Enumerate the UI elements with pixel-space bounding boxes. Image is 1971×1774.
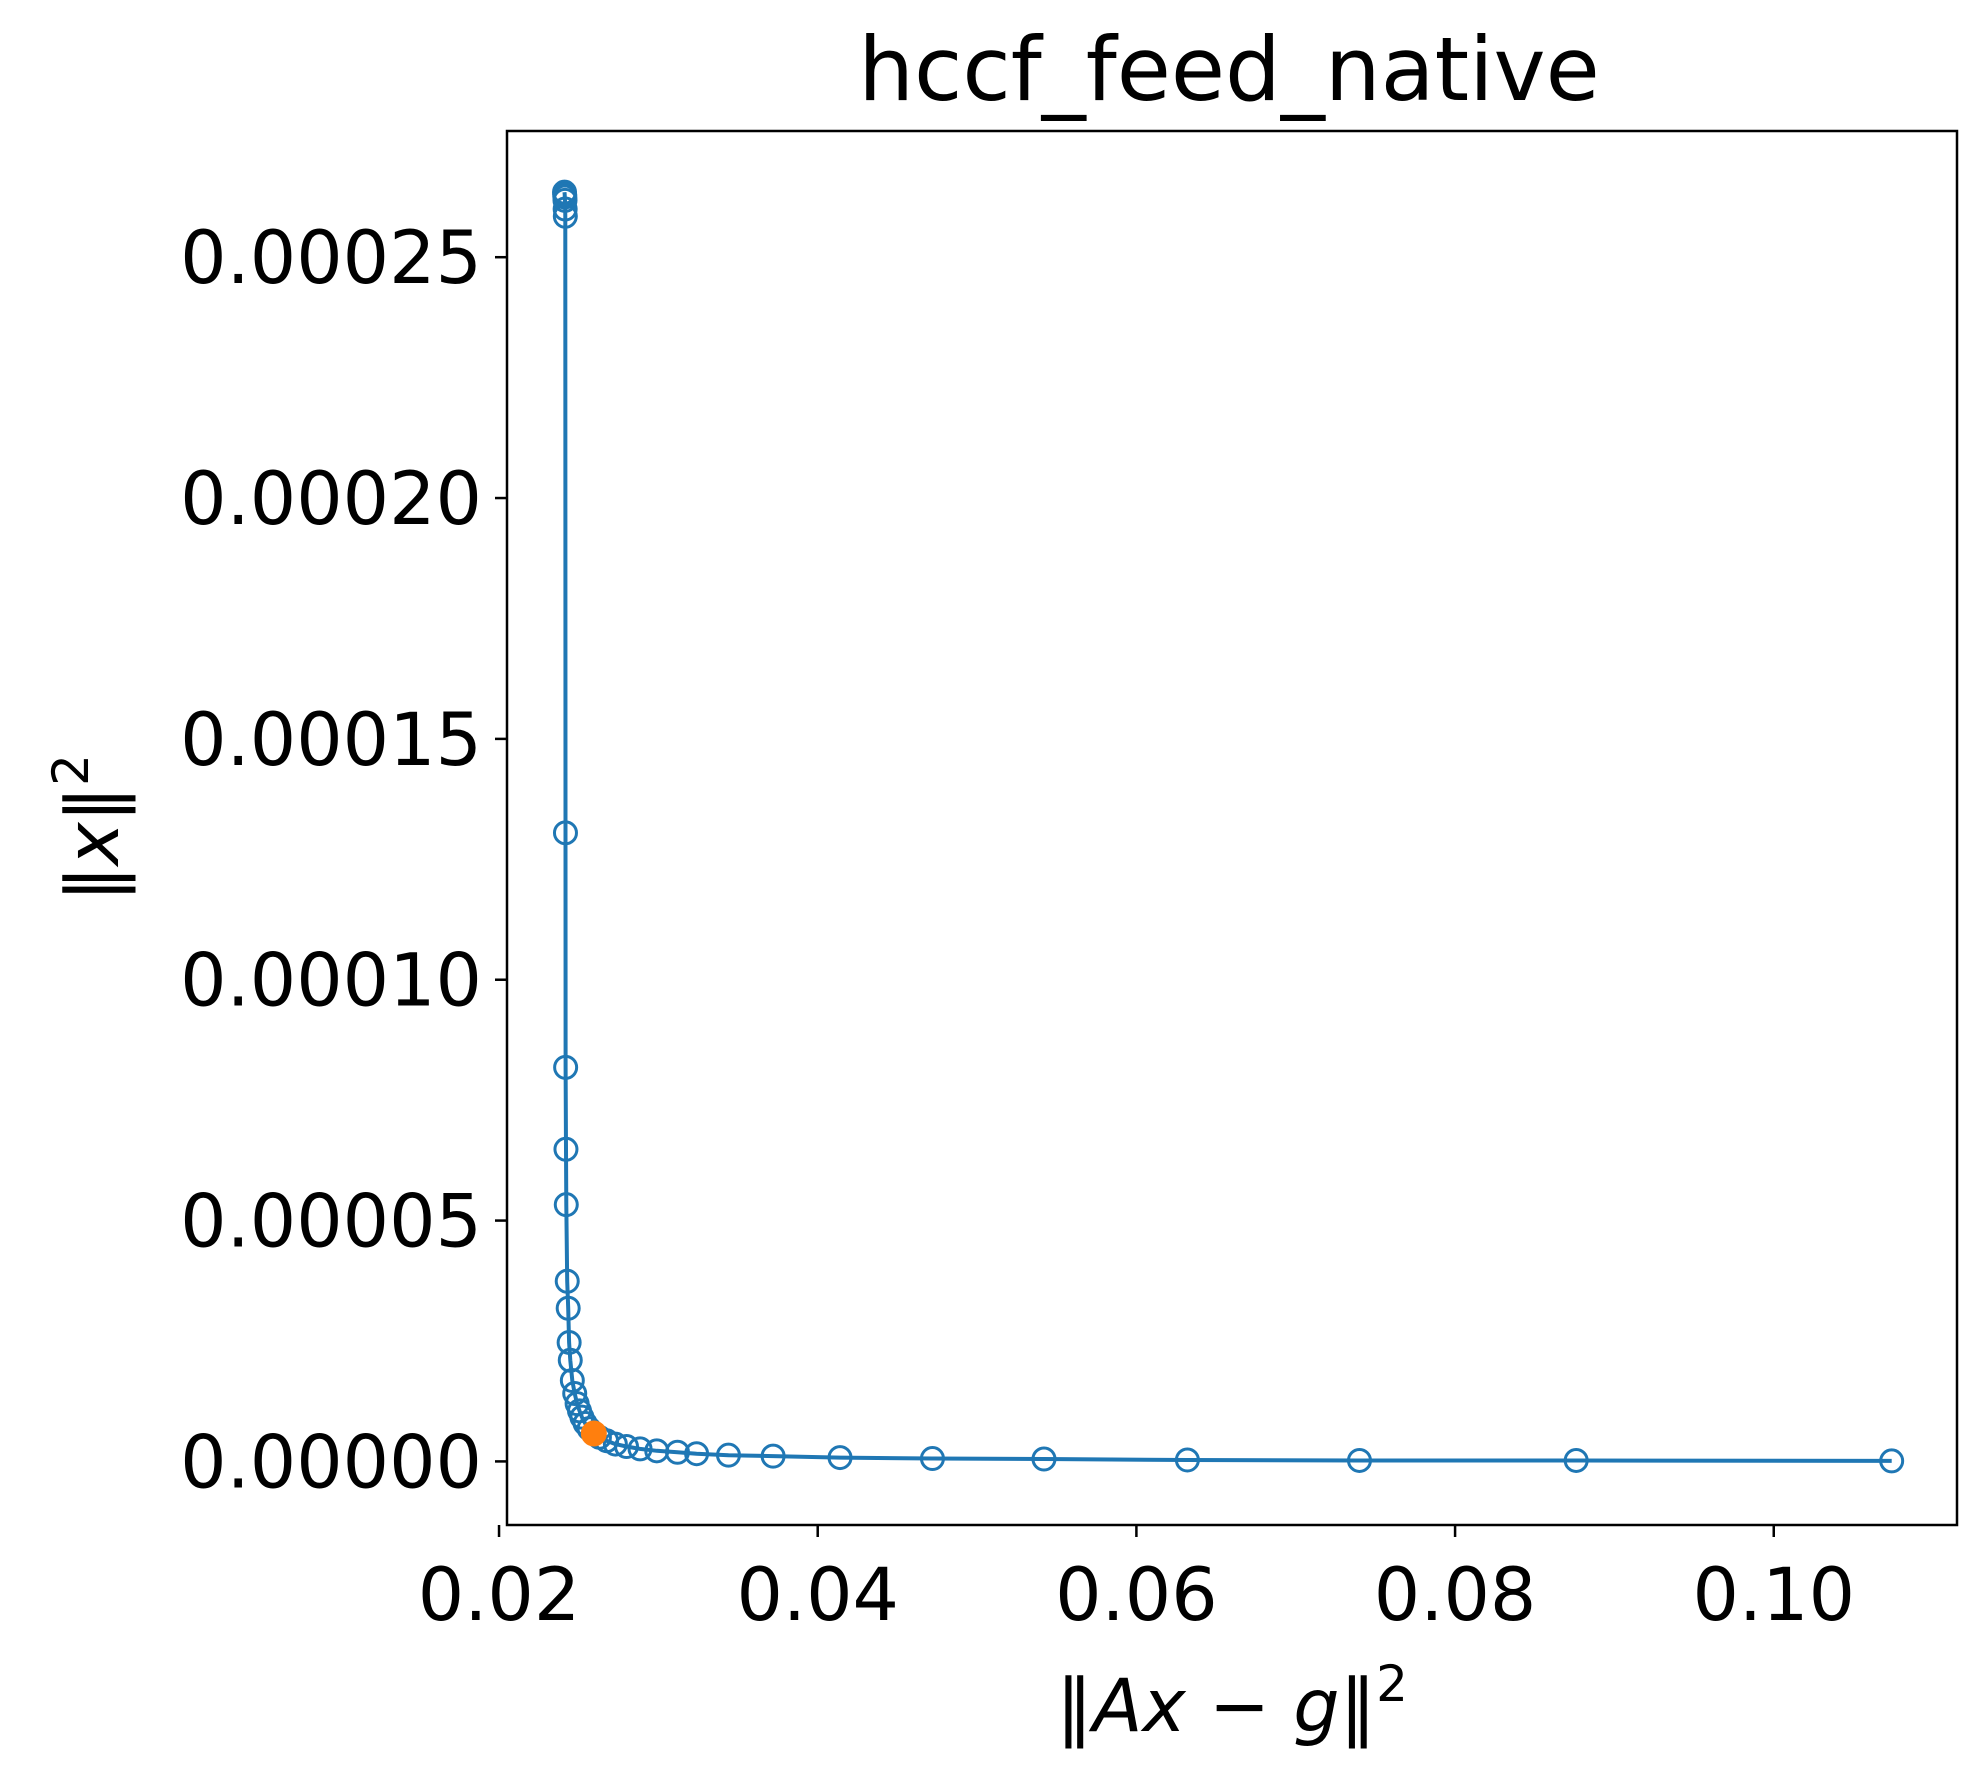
x-tick-label: 0.06 [1055, 1553, 1218, 1638]
data-point [827, 1445, 853, 1471]
y-axis-label: ‖x‖2 [42, 754, 136, 902]
x-tick-label: 0.02 [418, 1553, 581, 1638]
y-tick-label: 0.00005 [180, 1180, 482, 1265]
y-axis-label-expr: x [51, 822, 136, 868]
y-tick-label: 0.00020 [180, 457, 482, 542]
data-point [559, 1367, 585, 1393]
data-point [1346, 1447, 1372, 1473]
x-tick-label: 0.10 [1692, 1553, 1855, 1638]
data-point [664, 1439, 690, 1465]
x-axis-label-minus: − [1186, 1664, 1294, 1749]
data-point [556, 1329, 582, 1355]
chart-title: hccf_feed_native [858, 18, 1600, 121]
series-line [562, 192, 1892, 1463]
x-axis-label-open: ‖ [1056, 1664, 1093, 1749]
data-point [684, 1441, 710, 1467]
highlight-layer [580, 1420, 607, 1447]
data-point [760, 1443, 786, 1469]
data-point [1563, 1447, 1589, 1473]
data-point [715, 1442, 741, 1468]
x-axis-label-close: ‖ [1340, 1664, 1377, 1749]
y-tick-label: 0.00025 [180, 216, 482, 301]
data-point [627, 1436, 653, 1462]
data-point [553, 1192, 579, 1218]
y-axis-label-power: 2 [42, 754, 100, 786]
data-point [919, 1446, 945, 1472]
x-axis-label-expr-a: Ax [1089, 1664, 1187, 1749]
data-point [602, 1431, 628, 1457]
x-axis-ticks: 0.02 0.04 0.06 0.08 0.10 [418, 1525, 1855, 1638]
x-tick-label: 0.04 [736, 1553, 899, 1638]
data-point [557, 1347, 583, 1373]
data-point [552, 187, 578, 213]
data-point [555, 1295, 581, 1321]
x-axis-label-expr-b: g [1293, 1664, 1339, 1749]
data-point [552, 203, 578, 229]
data-point [552, 196, 578, 222]
y-axis-ticks: 0.00000 0.00005 0.00010 0.00015 0.00020 0.000… [180, 216, 507, 1505]
data-point [1879, 1448, 1905, 1474]
plot-area-frame [505, 129, 1959, 1527]
data-point [553, 1136, 579, 1162]
data-point [552, 820, 578, 846]
data-point [1174, 1447, 1200, 1473]
y-axis-label-open: ‖ [51, 866, 136, 903]
x-axis-label-power: 2 [1376, 1655, 1408, 1713]
series-layer [552, 179, 1905, 1474]
y-axis-label-close: ‖ [51, 786, 136, 823]
y-tick-label: 0.00015 [180, 698, 482, 783]
data-point [554, 1268, 580, 1294]
data-point [562, 1380, 588, 1406]
x-axis-label: ‖Ax − g‖2 [1056, 1655, 1408, 1749]
highlighted-point [580, 1420, 607, 1447]
y-tick-label: 0.00000 [180, 1420, 482, 1505]
x-tick-label: 0.08 [1374, 1553, 1537, 1638]
data-point [553, 1054, 579, 1080]
data-point [614, 1433, 640, 1459]
y-tick-label: 0.00010 [180, 939, 482, 1024]
data-point [1031, 1446, 1057, 1472]
